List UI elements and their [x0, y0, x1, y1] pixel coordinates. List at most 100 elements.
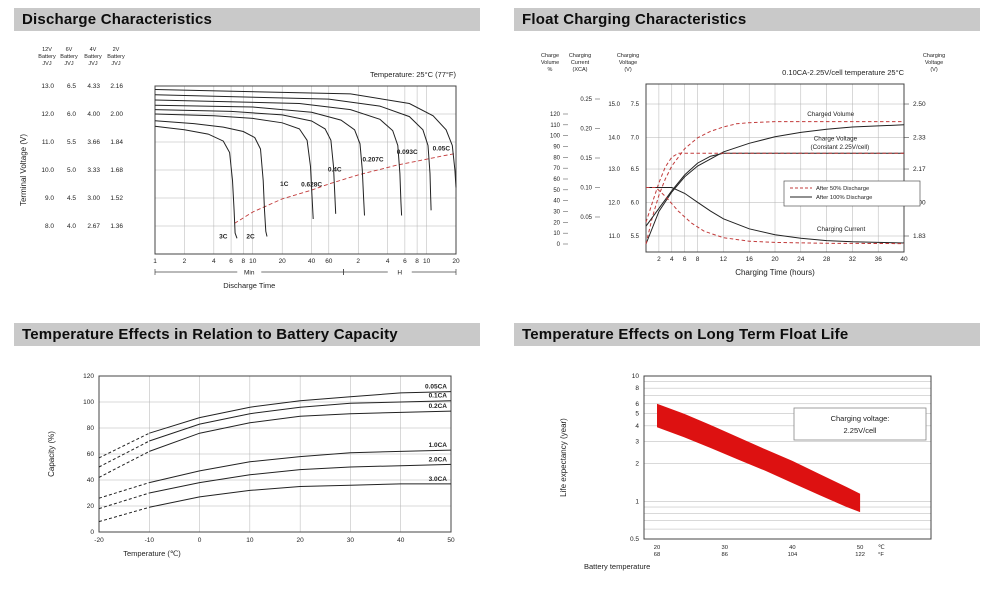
x-tick-label: 24 [797, 256, 805, 263]
y-tick-label: 0.5 [630, 536, 639, 543]
x-tick-label: 4 [670, 256, 674, 263]
y-column-header: Battery [107, 54, 125, 60]
x-tick-label: 20 [279, 258, 287, 265]
series-label-0.4C: 0.4C [328, 166, 342, 173]
series-3C [154, 125, 238, 239]
x-tick-f: 122 [855, 552, 865, 558]
y-tick-label: 4.00 [87, 111, 100, 118]
x-unit-label: Min [244, 270, 255, 277]
x-tick-f: 104 [788, 552, 798, 558]
x-tick-label: 28 [823, 256, 831, 263]
left-axis-header: Charging [617, 53, 639, 59]
y-tick-label: 8.0 [45, 223, 54, 230]
plot-border [98, 375, 452, 533]
current-tick: 0.20 [580, 127, 592, 133]
y-tick-label: 100 [83, 399, 94, 406]
series-1C [154, 113, 314, 220]
charging-note: 0.10CA-2.25V/cell temperature 25°C [782, 68, 904, 77]
y-tick-label: 8 [635, 385, 639, 392]
y-column-header: JVJ [64, 61, 73, 67]
x-tick-label: 6 [229, 258, 233, 265]
series-charging-current-100 [646, 187, 905, 244]
y-column-header: JVJ [111, 61, 120, 67]
left-axis-header: Current [571, 60, 590, 66]
series-label-0.093C: 0.093C [397, 149, 418, 156]
voltage12-tick: 12.0 [608, 201, 620, 207]
series-label-0.1CA: 0.1CA [429, 393, 448, 400]
gridlines [646, 84, 905, 252]
voltage12-tick: 14.0 [608, 136, 620, 142]
series-label-1C: 1C [280, 181, 289, 188]
x-tick-label: 8 [241, 258, 245, 265]
series-label-0.207C: 0.207C [363, 156, 384, 163]
y-tick-label: 2 [635, 461, 639, 468]
volume-tick: 30 [553, 210, 560, 216]
x-tick-label: -20 [94, 537, 104, 544]
left-axis-header: Voltage [619, 60, 637, 66]
series-charge-voltage-50 [645, 152, 904, 223]
x-tick-label: 2 [356, 258, 360, 265]
volume-tick: 0 [557, 242, 561, 248]
volume-tick: 100 [550, 134, 561, 140]
x-tick-label: 4 [386, 258, 390, 265]
volume-tick: 50 [553, 188, 560, 194]
y-tick-label: 1 [635, 498, 639, 505]
left-axis-header: (XCA) [573, 67, 588, 73]
volume-tick: 70 [553, 166, 560, 172]
x-tick-c: 50 [857, 545, 863, 551]
y-tick-label: 4 [635, 423, 639, 430]
series-0.093C [154, 94, 432, 211]
right-tick-label: 2.17 [913, 166, 926, 173]
volume-tick: 90 [553, 145, 560, 151]
x-tick-label: 40 [308, 258, 316, 265]
volume-tick: 80 [553, 155, 560, 161]
plot-label: (Constant 2.25V/cell) [810, 144, 869, 151]
right-axis-header: (V) [930, 67, 938, 73]
plot-label: Charging Current [817, 226, 866, 233]
y-tick-label: 5.0 [67, 167, 76, 174]
y-tick-label: 3 [635, 439, 639, 446]
series-0.05CA-dashed [98, 432, 150, 459]
panel-float-charging: Float Charging Characteristics Charge Vol… [514, 8, 980, 303]
voltage6-tick: 5.5 [631, 234, 640, 240]
voltage6-tick: 7.5 [631, 102, 640, 108]
current-tick: 0.25 [580, 97, 592, 103]
series-label-3C: 3C [219, 233, 228, 240]
y-tick-label: 120 [83, 373, 94, 380]
volume-tick: 110 [550, 123, 560, 129]
y-tick-label: 1.68 [110, 167, 123, 174]
plot-border [643, 375, 932, 540]
legend-label: After 50% Discharge [816, 186, 869, 192]
x-tick-label: 10 [249, 258, 257, 265]
temperature-note: Temperature: 25°C (77°F) [370, 70, 457, 79]
voltage12-tick: 13.0 [608, 167, 620, 173]
x-tick-f: 68 [654, 552, 660, 558]
x-tick-label: 20 [771, 256, 779, 263]
y-tick-label: 4.5 [67, 195, 76, 202]
cutoff-line [234, 152, 457, 224]
y-tick-label: 10.0 [41, 167, 54, 174]
plot-border [154, 85, 457, 255]
left-axis-header: Charge [541, 53, 559, 59]
y-tick-label: 40 [87, 477, 95, 484]
x-axis-title: Discharge Time [223, 281, 275, 290]
annotation-box [793, 407, 927, 441]
voltage6-tick: 6.5 [631, 167, 640, 173]
series-0.2CA [149, 410, 452, 452]
y-tick-label: 6.0 [67, 111, 76, 118]
series-0.05CA [149, 391, 452, 434]
y-tick-label: 60 [87, 451, 95, 458]
y-tick-label: 1.52 [110, 195, 123, 202]
x-tick-label: 0 [198, 537, 202, 544]
right-tick-label: 2.33 [913, 135, 926, 142]
series-label-0.05C: 0.05C [433, 145, 451, 152]
x-unit-label: H [397, 270, 402, 277]
x-tick-label: 12 [720, 256, 728, 263]
y-column-header: Battery [84, 54, 102, 60]
volume-tick: 20 [553, 220, 560, 226]
series-0.207C [154, 99, 403, 216]
series-2.0CA-dashed [98, 492, 150, 510]
series-label-2C: 2C [246, 233, 255, 240]
y-tick-label: 11.0 [42, 139, 55, 146]
